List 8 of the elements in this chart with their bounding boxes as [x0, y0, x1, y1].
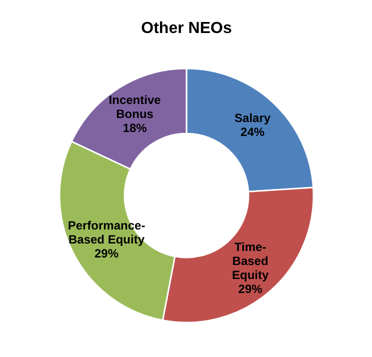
data-label: 24%: [240, 125, 265, 140]
data-label: 29%: [94, 246, 119, 260]
slice-label: Salary: [234, 111, 271, 126]
slice-label: Incentive Bonus: [108, 93, 162, 122]
slice-label: Time- Based Equity: [232, 240, 269, 282]
chart-title: Other NEOs: [141, 20, 232, 37]
data-label: 29%: [238, 282, 263, 296]
data-label: 18%: [122, 121, 148, 136]
